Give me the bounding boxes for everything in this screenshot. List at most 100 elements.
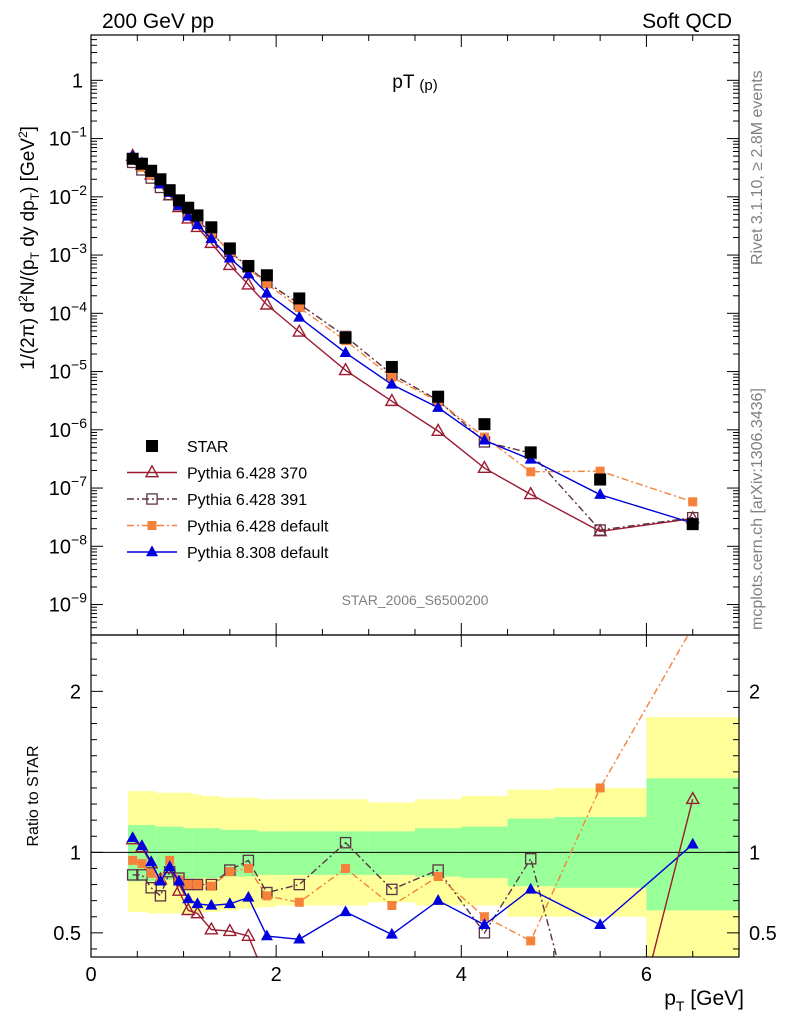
star-point [242,259,255,272]
ratio-point [137,859,147,869]
star-point [686,518,699,531]
star-point [154,173,167,186]
ratio-point [182,892,195,904]
legend-marker [146,545,158,557]
main-point [595,466,605,476]
star-point [145,164,158,177]
star-point [339,331,352,344]
legend-entry: Pythia 8.308 default [127,545,329,562]
ratio-point [479,912,489,922]
ratio-point [191,897,204,909]
x-tick-label: 6 [641,964,652,986]
x-tick-label: 0 [85,964,96,986]
star-point [223,242,236,255]
ratio-point [339,836,352,849]
main-point [387,372,397,382]
ratio-point [478,918,491,929]
legend-entry: Pythia 6.428 370 [127,464,307,483]
legend-entry: Pythia 6.428 default [127,519,329,536]
main-plot-marks [125,148,700,537]
ratio-y-tick-label-right: 0.5 [749,923,777,945]
legend-entry: STAR [146,439,228,456]
ratio-plot-axes: 2 21 10.5 0.50 2 4 6 [53,635,777,986]
ratio-point [181,902,196,916]
rivet-version-label: Rivet 3.1.10, ≥ 2.8M events [749,70,766,265]
legend-marker [144,464,160,478]
ratio-point [242,890,255,902]
main-point [594,524,606,536]
ratio-point [192,880,202,890]
ratio-point [126,831,139,843]
ratio-plot-marks [91,635,739,957]
main-point [223,251,236,263]
uncertainty-band-green [276,831,323,875]
ratio-point [128,855,138,865]
y-tick-label: 1 [72,70,83,92]
ratio-point [339,905,352,917]
main-point [294,303,304,313]
energy-label: 200 GeV pp [102,10,214,33]
ratio-point [385,927,398,939]
ratio-point [183,880,193,890]
main-point [262,279,272,289]
x-axis-label: pT [GeV] [664,987,744,1014]
legend-marker [146,440,158,452]
main-point [242,267,255,279]
uncertainty-band-green [128,824,138,882]
ratio-point [145,882,157,894]
main-point [523,486,538,500]
ratio-point [205,898,218,910]
main-plot-axes: 1 10−1 10−2 10−3 10−4 10−5 10−6 10−7 10−8 10−9 [49,34,740,636]
y-tick-label: 10−4 [49,298,87,325]
uncertainty-band-green [165,826,175,880]
uncertainty-band-green [174,826,184,880]
legend-label: Pythia 6.428 391 [187,492,307,509]
main-point [205,232,218,244]
ratio-point [135,839,148,851]
ratio-point [206,881,216,891]
main-point [260,286,273,298]
ratio-point [154,890,167,902]
y-tick-label: 10−3 [49,240,87,267]
y-tick-label: 10−1 [49,124,87,151]
ratio-point [594,918,607,929]
ratio-point [171,882,187,896]
main-point [182,209,195,221]
ratio-point [204,921,219,935]
y-tick-label: 10−2 [49,182,87,209]
source-label: mcplots.cern.ch [arXiv:1306.3436] [749,388,766,630]
legend-label: Pythia 8.308 default [187,545,329,562]
star-point [594,473,607,486]
uncertainty-band-green [137,824,147,882]
ratio-point [225,867,235,877]
star-point [478,418,491,431]
star-point [432,390,445,403]
ratio-point [223,897,236,909]
star-point [260,269,273,282]
ratio-y-tick-label: 1 [70,842,81,864]
uncertainty-band-green [192,828,203,879]
x-tick-label: 2 [271,964,282,986]
star-point [172,194,185,207]
main-line-2 [132,159,693,503]
ratio-point [341,863,351,873]
main-point [338,362,353,376]
ratio-point [163,860,176,872]
ratio-point [145,855,158,867]
legend-label: Pythia 6.428 370 [187,466,307,483]
star-point [524,446,537,459]
ratio-point [685,791,700,805]
ratio-point [294,897,304,907]
y-tick-label: 10−7 [49,473,87,500]
ratio-y-tick-label: 2 [70,681,81,703]
ratio-point [243,863,253,873]
main-series-group [125,148,700,537]
ratio-point [293,878,306,891]
ratio-point [293,932,306,944]
main-point [594,488,607,499]
y-tick-label: 10−6 [49,415,87,442]
ratio-point [595,783,605,793]
main-point [222,257,238,271]
star-point [191,209,204,222]
